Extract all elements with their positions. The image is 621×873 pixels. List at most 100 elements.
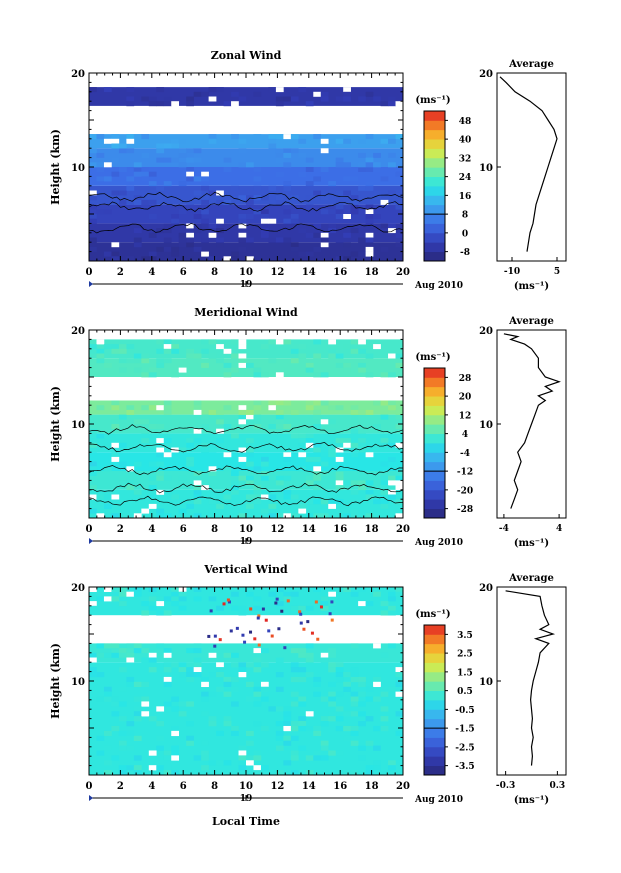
heatmap-cell (246, 199, 254, 205)
heatmap-cell (201, 185, 209, 191)
heatmap-cell (171, 143, 180, 149)
heatmap-cell (260, 195, 269, 201)
heatmap-cell (156, 143, 165, 149)
heatmap-cell (156, 148, 165, 154)
heatmap-cell (126, 648, 135, 654)
heatmap-cell (156, 228, 165, 234)
heatmap-cell (223, 424, 232, 429)
day-start-marker (89, 281, 93, 287)
heatmap-cell (275, 513, 284, 519)
contour-lines (88, 424, 404, 507)
missing-cell (111, 442, 120, 448)
heatmap-cell (96, 162, 105, 168)
heatmap-cell (305, 499, 314, 505)
heatmap-cell (208, 452, 217, 458)
heatmap-cell (156, 765, 165, 771)
heatmap-cell (373, 400, 381, 406)
y-tick-label: 10 (71, 420, 85, 431)
heatmap-cell (358, 409, 366, 415)
colorbar-step (424, 508, 445, 519)
heatmap-cell (305, 400, 314, 406)
colorbar-step (424, 643, 445, 654)
heatmap-cell (186, 735, 194, 741)
heatmap-cell (156, 721, 165, 727)
heatmap-cell (118, 367, 127, 373)
heatmap-cell (231, 686, 239, 692)
heatmap-cell (365, 740, 374, 746)
missing-cell (275, 372, 284, 378)
heatmap-cell (186, 662, 194, 668)
heatmap-cell (260, 232, 269, 238)
contour-line (88, 424, 404, 435)
heatmap-cell (350, 228, 359, 234)
heatmap-cell (350, 405, 359, 411)
missing-cell (216, 190, 224, 196)
extreme-value-cell (283, 646, 287, 650)
heatmap-cell (290, 358, 299, 364)
heatmap-cell (305, 672, 314, 678)
heatmap-cell (275, 657, 284, 663)
heatmap-cell (193, 643, 202, 649)
heatmap-cell (126, 256, 135, 262)
heatmap-cell (246, 591, 254, 597)
heatmap-cell (216, 358, 224, 364)
heatmap-cell (350, 691, 359, 697)
heatmap-cell (260, 648, 269, 654)
heatmap-cell (193, 246, 202, 252)
heatmap-cell (395, 362, 404, 368)
heatmap-cell (320, 601, 329, 607)
x-tick-label: 18 (365, 781, 379, 792)
heatmap-cell (283, 711, 292, 717)
colorbar-tick-label: -4 (460, 449, 470, 459)
missing-cell (298, 452, 307, 458)
heatmap-cell (96, 176, 105, 182)
missing-cell (148, 503, 157, 509)
heatmap-cell (388, 138, 396, 144)
contour-line (88, 223, 404, 234)
heatmap-cell (335, 691, 344, 697)
heatmap-cell (246, 662, 254, 668)
heatmap-cell (260, 725, 269, 732)
heatmap-cell (193, 228, 202, 234)
heatmap-cell (298, 499, 307, 505)
heatmap-cell (320, 605, 329, 611)
missing-cell (201, 251, 209, 257)
heatmap-cell (201, 339, 209, 345)
heatmap-cell (268, 591, 277, 597)
heatmap-cell (163, 475, 172, 481)
heatmap-cell (163, 237, 172, 243)
heatmap-cell (89, 442, 97, 448)
heatmap-cell (320, 400, 329, 406)
missing-cell (373, 344, 381, 350)
heatmap-cell (148, 657, 157, 663)
heatmap-cell (290, 667, 299, 673)
heatmap-cell (96, 750, 105, 756)
heatmap-cell (298, 696, 307, 702)
missing-cell (178, 367, 187, 373)
heatmap-cell (395, 499, 404, 505)
heatmap-cell (268, 706, 277, 712)
colorbar-step (424, 242, 445, 253)
heatmap-cell (126, 643, 135, 649)
heatmap-cell (156, 362, 165, 368)
colorbar-tick-label: 24 (459, 173, 472, 183)
heatmap-cell (275, 152, 284, 158)
colorbar-tick-label: 32 (459, 154, 472, 164)
heatmap-cell (171, 419, 180, 425)
heatmap-cell (395, 672, 404, 678)
heatmap-cell (365, 162, 374, 168)
heatmap-cell (223, 681, 232, 688)
colorbar-step (424, 690, 445, 701)
heatmap-cell (141, 610, 150, 616)
heatmap-cell (111, 171, 120, 177)
heatmap-cell (298, 745, 307, 751)
heatmap-cell (186, 152, 194, 158)
heatmap-cell (380, 414, 389, 420)
colorbar-step (424, 195, 445, 206)
extreme-value-cell (241, 633, 245, 637)
heatmap-cell (133, 134, 142, 140)
heatmap-cell (343, 587, 351, 592)
heatmap-cell (208, 508, 217, 514)
heatmap-cell (193, 214, 202, 219)
heatmap-cell (208, 596, 217, 602)
